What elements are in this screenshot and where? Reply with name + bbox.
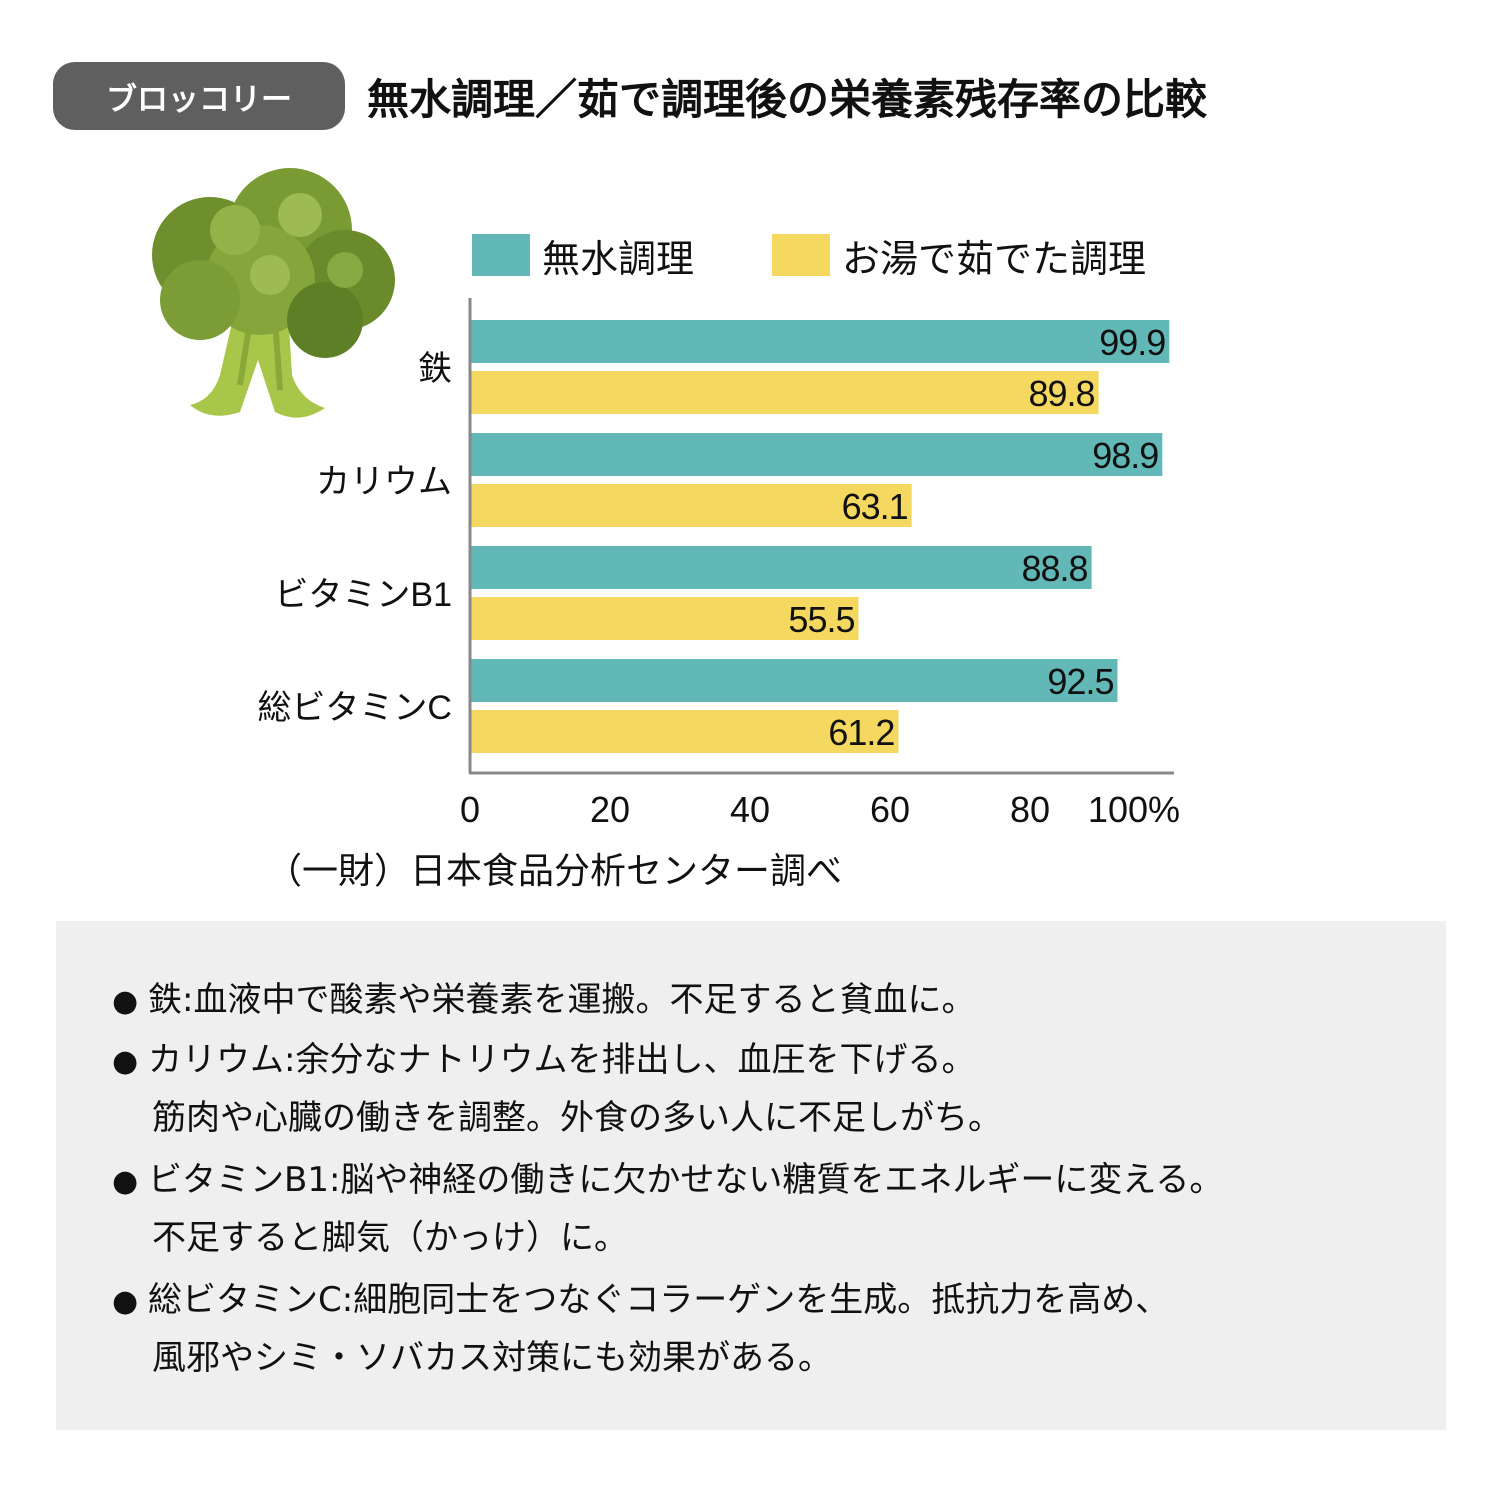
x-tick-label: 80 [1010,789,1050,830]
category-tag: ブロッコリー [53,62,345,130]
page-title: 無水調理／茹で調理後の栄養素残存率の比較 [367,74,1208,124]
category-label: 鉄 [418,350,452,388]
note-vitamin-b1: ● ビタミンB1:脳や神経の働きに欠かせない糖質をエネルギーに変える。 不足すると… [112,1152,1223,1266]
note-iron: ● 鉄:血液中で酸素や栄養素を運搬。不足すると貧血に。 [112,972,975,1030]
x-tick-label: 40 [730,789,770,830]
bullet-icon: ● [112,984,139,1019]
data-label: 92.5 [1047,661,1113,702]
bullet-icon: ● [112,1284,139,1319]
note-line: カリウム:余分なナトリウムを排出し、血圧を下げる。 [148,1040,976,1080]
x-tick-label: 0 [460,789,480,830]
bar [470,659,1118,702]
category-label: 総ビタミンC [257,689,452,727]
bar-chart: 鉄 99.989.8 カリウム 98.9 63.1 ビタミンB1 88.8 55.5 総ビタミン… [257,298,1180,830]
data-label: 63.1 [842,486,908,527]
note-line: 風邪やシミ・ソバカス対策にも効果がある。 [152,1338,832,1378]
category-label: ビタミンB1 [274,576,452,614]
bar [470,320,1170,363]
bar [470,484,912,527]
x-tick-label: 60 [870,789,910,830]
legend-label-series-1: 無水調理 [542,236,695,281]
data-label: 98.9 [1092,435,1158,476]
note-vitamin-c: ● 総ビタミンC:細胞同士をつなぐコラーゲンを生成。抵抗力を高め、 風邪やシミ・ソ… [112,1272,1169,1386]
notes-panel: ● 鉄:血液中で酸素や栄養素を運搬。不足すると貧血に。 ● カリウム:余分なナトリウ… [56,921,1446,1430]
source-note: （一財）日本食品分析センター調べ [266,851,843,892]
legend-label-series-2: お湯で茹でた調理 [842,236,1147,281]
bar [470,710,899,753]
note-line: 不足すると脚気（かっけ）に。 [152,1218,628,1258]
bullet-icon: ● [112,1044,139,1079]
data-label: 61.2 [828,712,894,753]
legend-swatch-series-2 [772,234,830,276]
legend-item-series-1: 無水調理 [472,232,694,281]
category-label: カリウム [316,463,452,501]
broccoli-icon [152,168,395,418]
note-line: ビタミンB1:脳や神経の働きに欠かせない糖質をエネルギーに変える。 [148,1160,1224,1200]
data-label: 99.9 [1099,322,1165,363]
bullet-icon: ● [112,1164,139,1199]
note-line: 鉄:血液中で酸素や栄養素を運搬。不足すると貧血に。 [148,980,976,1020]
legend-swatch-series-1 [472,234,530,276]
legend-item-series-2: お湯で茹でた調理 [772,232,1146,281]
x-tick-label: 20 [590,789,630,830]
bar [470,597,859,640]
x-tick-label: 100% [1088,789,1180,830]
bar [470,433,1163,476]
data-label: 55.5 [788,599,854,640]
note-potassium: ● カリウム:余分なナトリウムを排出し、血圧を下げる。 筋肉や心臓の働きを調整。外… [112,1032,1002,1146]
note-line: 総ビタミンC:細胞同士をつなぐコラーゲンを生成。抵抗力を高め、 [148,1280,1170,1320]
data-label: 89.8 [1029,373,1095,414]
bar [470,371,1099,414]
note-line: 筋肉や心臓の働きを調整。外食の多い人に不足しがち。 [152,1098,1002,1138]
data-label: 88.8 [1022,548,1088,589]
bar [470,546,1092,589]
